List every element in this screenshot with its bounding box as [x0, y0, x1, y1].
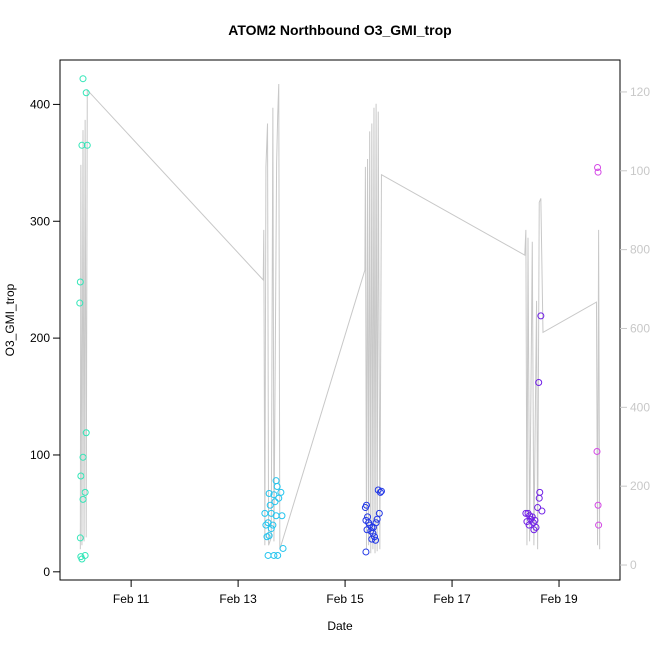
point: [266, 501, 274, 509]
point: [279, 544, 287, 552]
point: [270, 551, 278, 559]
point: [594, 164, 602, 172]
point: [374, 486, 382, 494]
point: [273, 483, 281, 491]
y-tick-label: 300: [30, 214, 50, 228]
point: [530, 526, 538, 534]
point: [82, 89, 90, 97]
x-tick-label: Feb 17: [433, 592, 471, 606]
y2-tick-label: 0: [630, 558, 637, 572]
point: [535, 494, 543, 502]
point: [534, 504, 542, 512]
x-tick-label: Feb 15: [326, 592, 364, 606]
y2-tick-label: 2000: [630, 479, 650, 493]
point: [373, 515, 381, 523]
y-tick-label: 400: [30, 97, 50, 111]
point: [83, 141, 91, 149]
point: [525, 521, 533, 529]
x-axis-label: Date: [327, 619, 353, 633]
point: [274, 551, 282, 559]
point: [79, 453, 87, 461]
point: [375, 509, 383, 517]
y-tick-label: 100: [30, 448, 50, 462]
point: [362, 501, 370, 509]
point: [263, 533, 271, 541]
point: [76, 534, 84, 542]
y-axis-label: O3_GMI_trop: [3, 283, 17, 356]
point: [270, 491, 278, 499]
point: [76, 299, 84, 307]
point: [594, 501, 602, 509]
point: [278, 512, 286, 520]
y2-tick-label: 8000: [630, 243, 650, 257]
point: [593, 447, 601, 455]
point: [79, 495, 87, 503]
point: [522, 509, 530, 517]
point: [265, 490, 273, 498]
point: [362, 548, 370, 556]
point: [368, 535, 376, 543]
point: [81, 488, 89, 496]
point: [523, 518, 531, 526]
point: [267, 525, 275, 533]
point: [262, 521, 270, 529]
x-tick-label: Feb 19: [540, 592, 578, 606]
point: [369, 523, 377, 531]
plot-frame: [59, 59, 621, 581]
point: [595, 521, 603, 529]
point: [275, 494, 283, 502]
y2-tick-label: 12000: [630, 85, 650, 99]
point: [376, 488, 384, 496]
point: [535, 379, 543, 387]
y-tick-label: 200: [30, 331, 50, 345]
point: [372, 536, 380, 544]
y-tick-label: 0: [43, 565, 50, 579]
point: [537, 312, 545, 320]
x-tick-label: Feb 13: [219, 592, 257, 606]
point: [594, 168, 602, 176]
point: [377, 487, 385, 495]
point: [78, 555, 86, 563]
point: [277, 488, 285, 496]
point: [78, 141, 86, 149]
y2-tick-label: 6000: [630, 321, 650, 335]
point: [77, 472, 85, 480]
chart-title: ATOM2 Northbound O3_GMI_trop: [228, 22, 451, 38]
point: [76, 278, 84, 286]
line: [79, 84, 601, 554]
point: [79, 75, 87, 83]
point: [271, 498, 279, 506]
point: [538, 507, 546, 515]
x-tick-label: Feb 11: [113, 592, 150, 606]
y2-tick-label: 10000: [630, 164, 650, 178]
point: [269, 521, 277, 529]
point: [363, 526, 371, 534]
point: [532, 523, 540, 531]
point: [82, 429, 90, 437]
